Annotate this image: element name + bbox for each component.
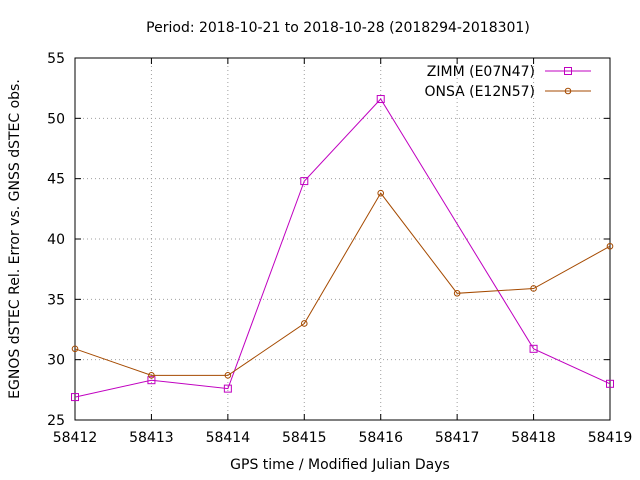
- x-tick-label: 58413: [129, 430, 174, 446]
- data-point: [148, 372, 155, 379]
- legend-label: ONSA (E12N57): [424, 84, 535, 100]
- series-line: [74, 192, 611, 376]
- series-line: [74, 98, 611, 398]
- data-point: [530, 285, 537, 292]
- chart-title: Period: 2018-10-21 to 2018-10-28 (201829…: [146, 20, 530, 36]
- x-tick-label: 58412: [53, 430, 98, 446]
- legend-marker: [564, 87, 572, 95]
- data-point: [71, 345, 79, 353]
- y-tick-label: 30: [47, 353, 65, 369]
- y-tick-label: 45: [47, 172, 65, 188]
- x-tick-label: 58419: [588, 430, 633, 446]
- axis-ticks: 58412 58413 58414 58415 58416 58417 58418 58419…: [47, 51, 632, 446]
- x-tick-label: 58418: [511, 430, 556, 446]
- data-point: [376, 95, 385, 104]
- data-point: [377, 189, 385, 197]
- y-tick-label: 35: [47, 292, 65, 308]
- legend-label: ZIMM (E07N47): [427, 64, 535, 80]
- legend-marker: [564, 67, 572, 75]
- data-point: [224, 372, 232, 379]
- x-tick-label: 58416: [358, 430, 403, 446]
- legend: ZIMM (E07N47) ONSA (E12N57): [424, 64, 591, 100]
- grid-lines: [75, 58, 610, 420]
- x-tick-label: 58414: [206, 430, 251, 446]
- y-tick-label: 25: [47, 413, 65, 429]
- x-tick-label: 58417: [435, 430, 480, 446]
- data-point: [147, 376, 156, 385]
- y-tick-label: 40: [47, 232, 65, 248]
- data-point: [71, 393, 79, 402]
- series-0: [71, 95, 614, 402]
- data-point: [606, 242, 614, 250]
- y-axis-title: EGNOS dSTEC Rel. Error vs. GNSS dSTEC ob…: [7, 79, 23, 399]
- series-layer: [71, 95, 614, 402]
- y-tick-label: 50: [47, 111, 65, 127]
- data-point: [453, 290, 461, 297]
- x-axis-title: GPS time / Modified Julian Days: [230, 457, 450, 473]
- data-point: [529, 344, 538, 353]
- x-tick-label: 58415: [282, 430, 327, 446]
- data-point: [606, 379, 614, 388]
- data-point: [300, 177, 309, 186]
- y-tick-label: 55: [47, 51, 65, 67]
- series-1: [71, 189, 614, 379]
- data-point: [300, 320, 308, 327]
- data-point: [223, 384, 232, 393]
